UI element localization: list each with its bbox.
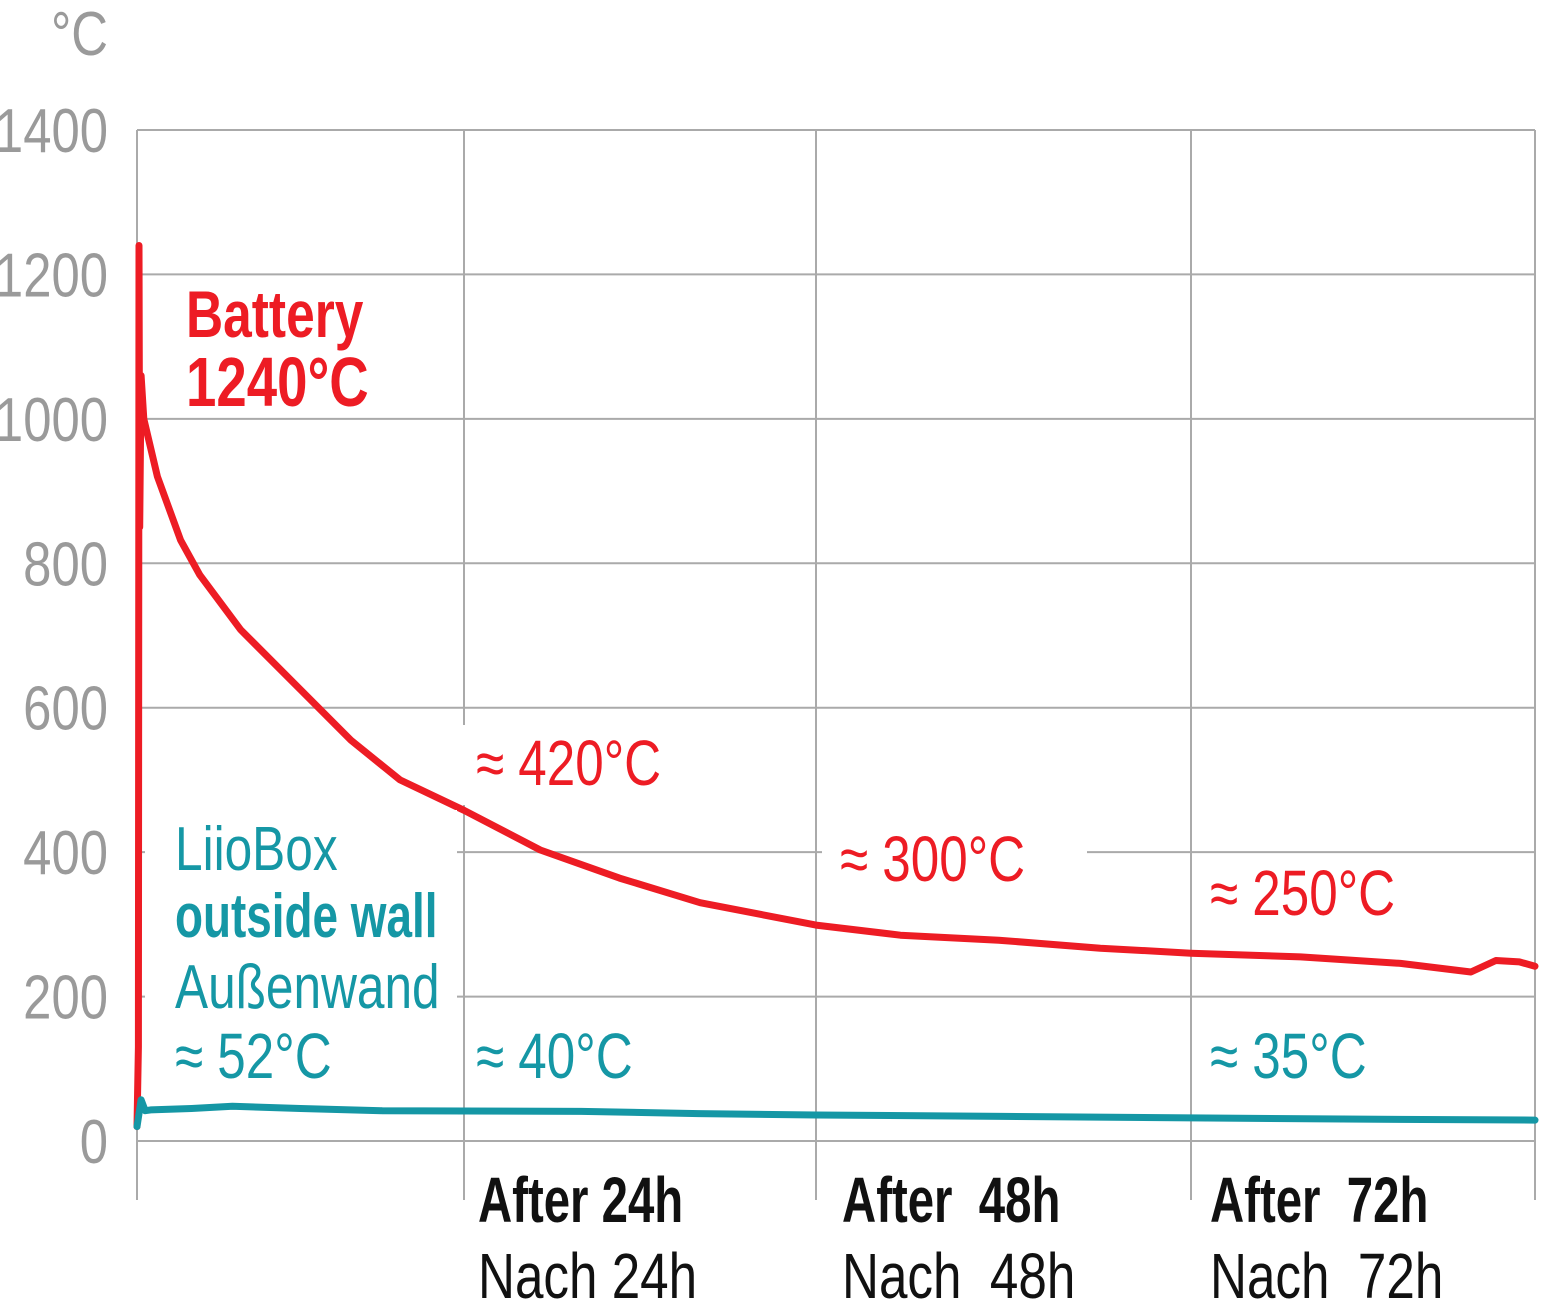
x-label-72h-de: Nach 72h: [1210, 1242, 1443, 1302]
annotation-bg: [822, 820, 1087, 900]
y-axis-ticks: 0 200 400 600 800 1000 1200 1400: [0, 97, 108, 1177]
x-label-24h-en: After 24h: [478, 1164, 683, 1236]
annotation-52: ≈ 52°C: [175, 1022, 332, 1093]
series-lines: [133, 242, 1539, 1131]
y-axis-unit: °C: [51, 0, 108, 69]
aussenwand-label: Außenwand: [175, 952, 440, 1022]
y-tick-label-200: 200: [23, 964, 108, 1033]
y-tick-label-1000: 1000: [0, 386, 108, 455]
annotation-40: ≈ 40°C: [476, 1022, 633, 1093]
y-tick-label-800: 800: [23, 531, 108, 600]
battery-peak-label: 1240°C: [186, 344, 369, 422]
y-tick-label-1400: 1400: [0, 97, 108, 166]
liiobox-label: LiioBox: [175, 814, 338, 884]
annotation-bg: [462, 725, 677, 805]
annotation-300: ≈ 300°C: [840, 825, 1025, 896]
x-label-48h-de: Nach 48h: [842, 1242, 1075, 1302]
annotation-420: ≈ 420°C: [476, 729, 661, 800]
annotation-250: ≈ 250°C: [1210, 859, 1395, 930]
y-tick-label-0: 0: [80, 1108, 108, 1177]
series-line-outside-wall: [133, 1096, 1539, 1131]
y-tick-label-600: 600: [23, 675, 108, 744]
x-label-48h-en: After 48h: [842, 1164, 1060, 1236]
y-tick-label-1200: 1200: [0, 242, 108, 311]
series-line-battery: [133, 242, 1539, 1131]
battery-label: Battery: [186, 277, 363, 352]
legend-bg: [145, 810, 457, 1090]
annotation-bg: [1196, 855, 1411, 935]
y-tick-label-400: 400: [23, 819, 108, 888]
x-label-24h-de: Nach 24h: [478, 1242, 697, 1302]
annotation-35: ≈ 35°C: [1210, 1022, 1367, 1093]
x-label-72h-en: After 72h: [1210, 1164, 1428, 1236]
outside-wall-label: outside wall: [175, 881, 437, 950]
